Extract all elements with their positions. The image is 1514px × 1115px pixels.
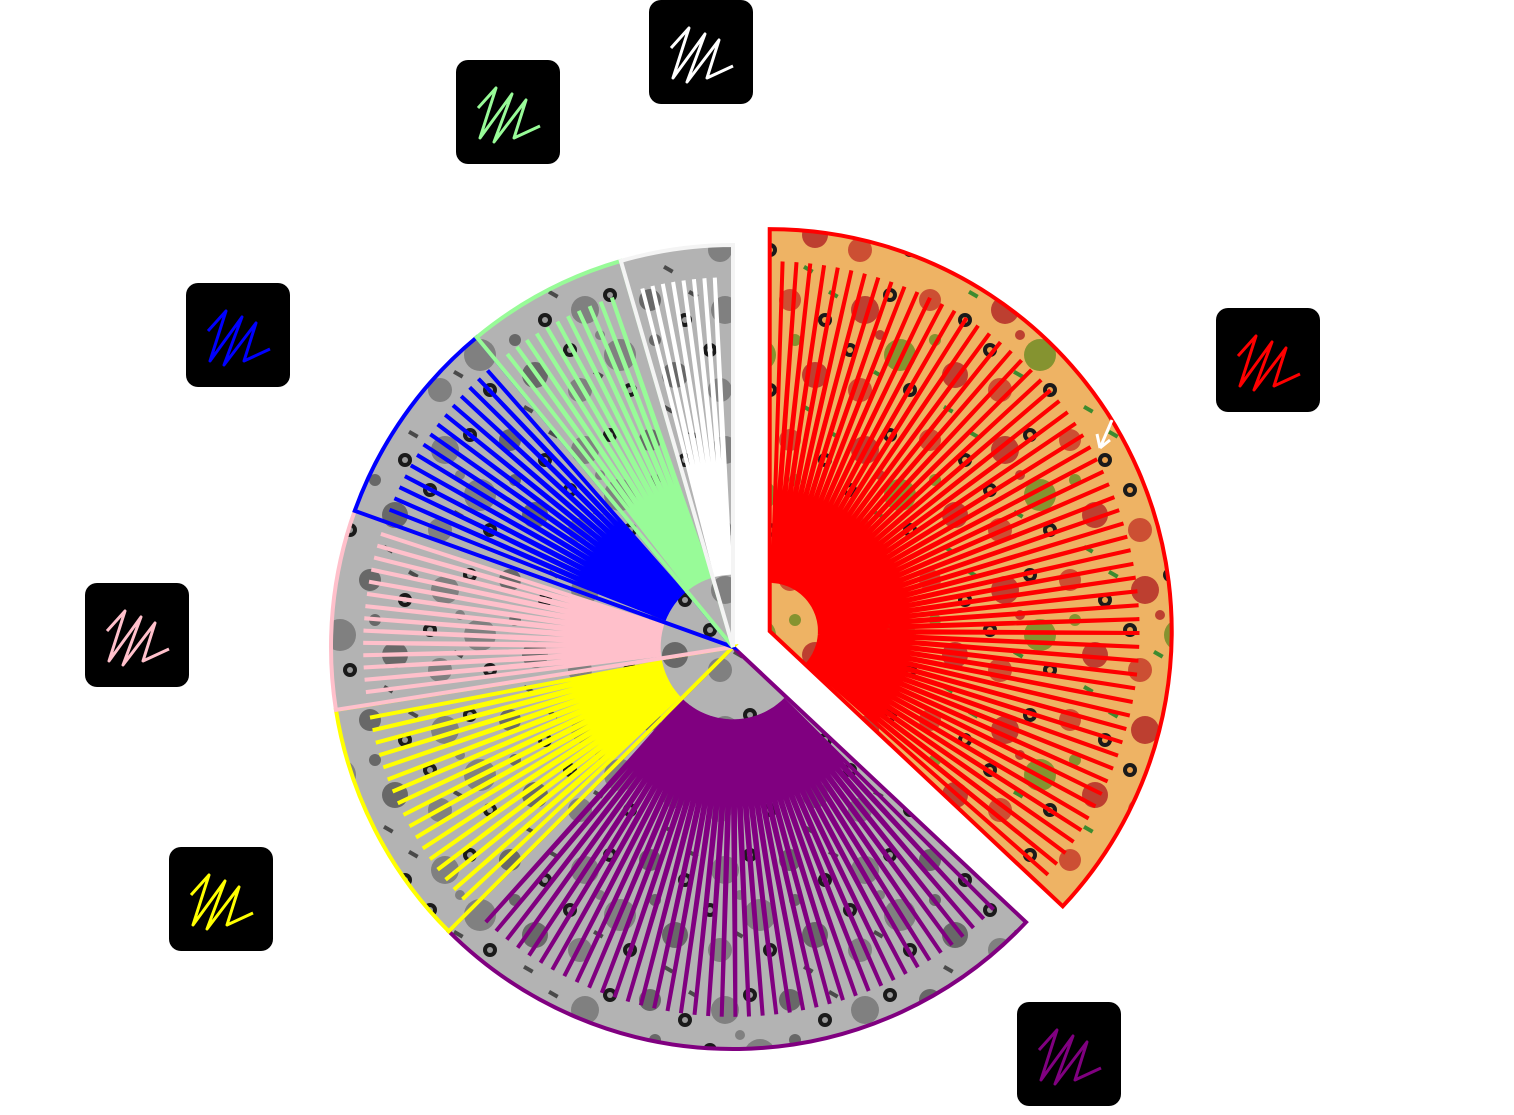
legend-item-4 — [85, 583, 189, 687]
legend-swatch — [186, 283, 290, 387]
legend-item-2 — [1017, 1002, 1121, 1106]
legend-item-7 — [649, 0, 753, 104]
legend-item-1 — [1216, 308, 1320, 412]
legend-item-6 — [456, 60, 560, 164]
legend-item-3 — [169, 847, 273, 951]
legend-swatch — [1216, 308, 1320, 412]
legend-item-5 — [186, 283, 290, 387]
legend-swatch — [456, 60, 560, 164]
legend-swatch — [1017, 1002, 1121, 1106]
legend-swatch — [85, 583, 189, 687]
legend-swatch — [169, 847, 273, 951]
pie-slices — [331, 229, 1172, 1049]
legend-swatch — [649, 0, 753, 104]
